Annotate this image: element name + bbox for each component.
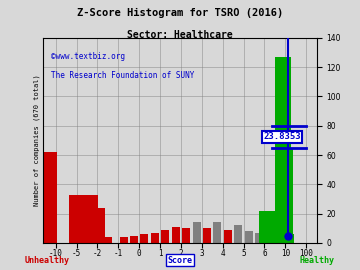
Bar — [203, 228, 211, 243]
Bar — [255, 233, 263, 243]
Bar — [193, 222, 201, 243]
Bar — [120, 237, 127, 243]
Text: 23.8353: 23.8353 — [264, 132, 301, 141]
Bar — [234, 225, 242, 243]
Bar — [90, 208, 105, 243]
Bar — [278, 234, 294, 243]
Bar — [245, 231, 253, 243]
Bar — [104, 237, 112, 243]
Text: Score: Score — [167, 256, 193, 265]
Bar — [213, 222, 221, 243]
Bar — [259, 211, 275, 243]
Text: Z-Score Histogram for TSRO (2016): Z-Score Histogram for TSRO (2016) — [77, 8, 283, 18]
Bar — [278, 148, 293, 243]
Text: Healthy: Healthy — [299, 256, 334, 265]
Bar — [41, 152, 58, 243]
Bar — [182, 228, 190, 243]
Text: Sector: Healthcare: Sector: Healthcare — [127, 30, 233, 40]
Bar — [161, 230, 169, 243]
Bar — [172, 227, 180, 243]
Bar — [224, 230, 232, 243]
Text: The Research Foundation of SUNY: The Research Foundation of SUNY — [51, 71, 195, 80]
Bar — [140, 234, 148, 243]
Text: ©www.textbiz.org: ©www.textbiz.org — [51, 52, 125, 61]
Bar — [82, 195, 99, 243]
Bar — [151, 233, 159, 243]
Bar — [275, 57, 291, 243]
Y-axis label: Number of companies (670 total): Number of companies (670 total) — [34, 75, 40, 206]
Bar — [69, 195, 85, 243]
Text: Unhealthy: Unhealthy — [24, 256, 69, 265]
Bar — [130, 236, 138, 243]
